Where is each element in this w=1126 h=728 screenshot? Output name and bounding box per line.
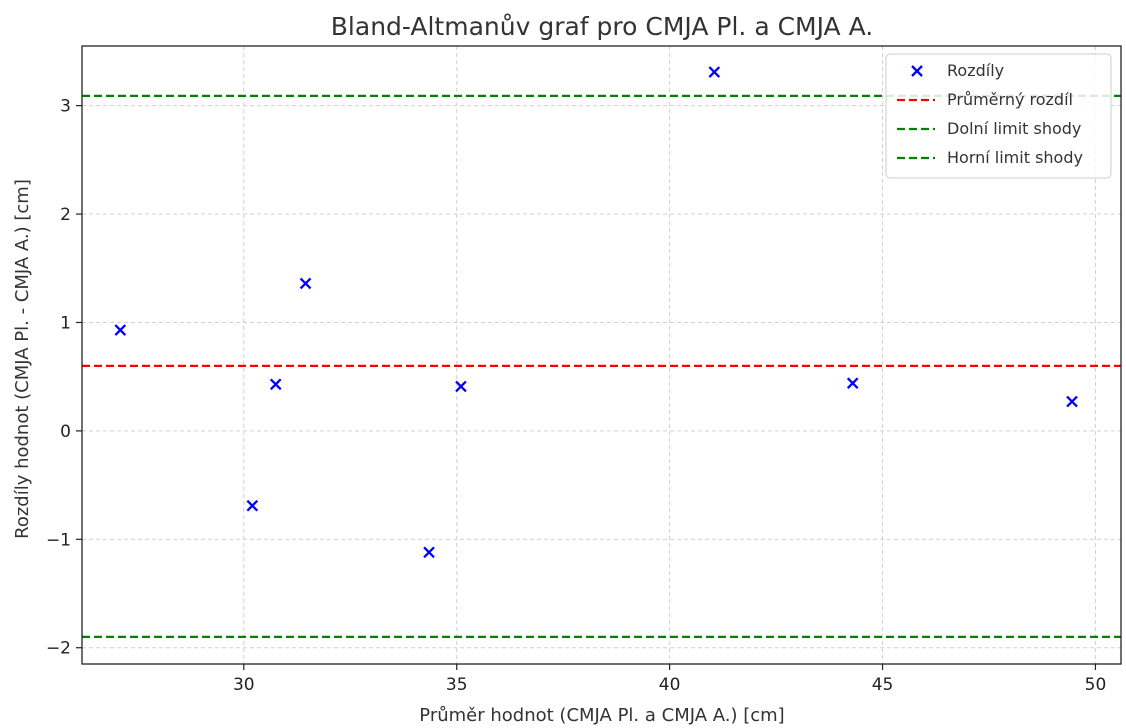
legend-entry: Horní limit shody <box>897 148 1083 167</box>
data-point <box>423 546 435 559</box>
data-point <box>1066 395 1078 408</box>
data-point <box>455 380 467 393</box>
data-point <box>246 499 259 512</box>
y-tick-label: 3 <box>60 97 71 117</box>
data-point <box>299 277 312 290</box>
scatter-points <box>114 66 1078 559</box>
x-axis-label: Průměr hodnot (CMJA Pl. a CMJA A.) [cm] <box>419 705 784 726</box>
plot-frame <box>81 45 1122 665</box>
x-tick-label: 40 <box>659 675 681 695</box>
data-point <box>114 324 127 336</box>
x-tick-label: 30 <box>233 675 255 695</box>
y-tick-label: 1 <box>60 313 71 333</box>
legend-entry: Průměrný rozdíl <box>897 90 1073 109</box>
legend-label: Rozdíly <box>947 61 1004 80</box>
y-tick-label: −2 <box>46 639 71 659</box>
y-tick-label: 2 <box>60 205 71 225</box>
y-axis-label: Rozdíly hodnot (CMJA Pl. - CMJA A.) [cm] <box>12 179 33 539</box>
legend-label: Horní limit shody <box>947 148 1083 167</box>
x-tick-label: 35 <box>446 675 468 695</box>
legend: Rozdíly Průměrný rozdíl Dolní limit shody H… <box>885 53 1112 179</box>
legend-label: Dolní limit shody <box>947 119 1081 138</box>
legend-box <box>885 53 1112 179</box>
x-axis-ticks: 30 35 40 45 50 <box>233 664 1106 695</box>
data-point <box>708 66 721 78</box>
data-point <box>846 377 859 390</box>
legend-entry: Dolní limit shody <box>897 119 1081 138</box>
chart-title: Bland-Altmanův graf pro CMJA Pl. a CMJA … <box>331 12 873 41</box>
grid-lines <box>82 46 1121 664</box>
data-point <box>269 378 282 391</box>
y-axis-ticks: −2 −1 0 1 2 3 <box>46 97 82 659</box>
legend-label: Průměrný rozdíl <box>947 90 1073 109</box>
x-tick-label: 45 <box>872 675 894 695</box>
y-tick-label: −1 <box>46 530 71 550</box>
y-tick-label: 0 <box>60 422 71 442</box>
x-tick-label: 50 <box>1085 675 1107 695</box>
legend-entry: Rozdíly <box>911 61 1004 80</box>
